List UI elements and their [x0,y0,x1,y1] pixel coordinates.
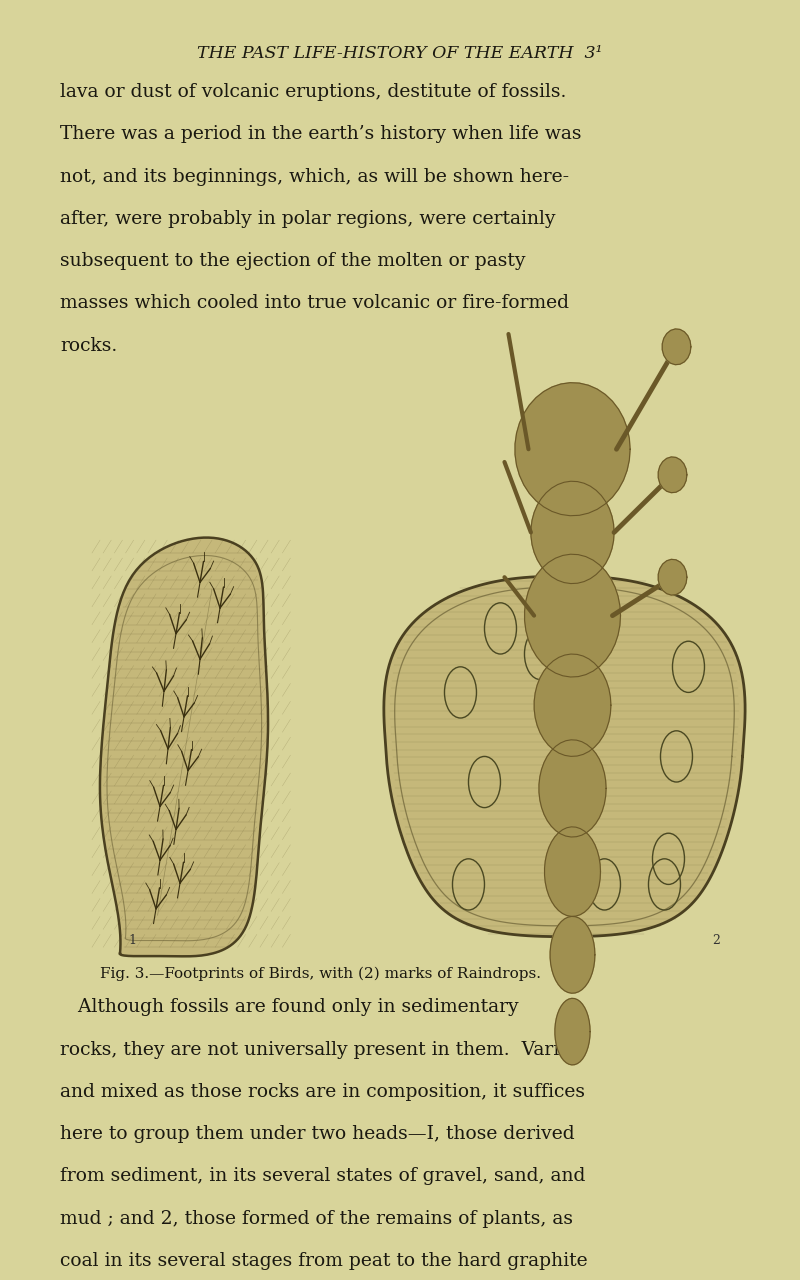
Text: here to group them under two heads—I, those derived: here to group them under two heads—I, th… [60,1125,574,1143]
Text: THE PAST LIFE-HISTORY OF THE EARTH  3¹: THE PAST LIFE-HISTORY OF THE EARTH 3¹ [198,45,602,61]
Text: mud ; and 2, those formed of the remains of plants, as: mud ; and 2, those formed of the remains… [60,1210,573,1228]
Text: after, were probably in polar regions, were certainly: after, were probably in polar regions, w… [60,210,555,228]
Text: not, and its beginnings, which, as will be shown here-: not, and its beginnings, which, as will … [60,168,569,186]
Polygon shape [658,457,687,493]
Polygon shape [100,538,268,956]
Text: lava or dust of volcanic eruptions, destitute of fossils.: lava or dust of volcanic eruptions, dest… [60,83,566,101]
Polygon shape [525,554,621,677]
Polygon shape [384,576,745,937]
Text: coal in its several stages from peat to the hard graphite: coal in its several stages from peat to … [60,1252,588,1270]
Polygon shape [531,481,614,584]
Text: masses which cooled into true volcanic or fire-formed: masses which cooled into true volcanic o… [60,294,569,312]
Text: Fig. 3.—Footprints of Birds, with (2) marks of Raindrops.: Fig. 3.—Footprints of Birds, with (2) ma… [100,966,541,980]
Text: rocks.: rocks. [60,337,118,355]
Text: Although fossils are found only in sedimentary: Although fossils are found only in sedim… [60,998,518,1016]
Polygon shape [515,383,630,516]
Text: rocks, they are not universally present in them.  Varied: rocks, they are not universally present … [60,1041,582,1059]
Text: 1: 1 [128,934,136,947]
Polygon shape [555,998,590,1065]
Polygon shape [658,559,687,595]
Text: and mixed as those rocks are in composition, it suffices: and mixed as those rocks are in composit… [60,1083,585,1101]
Polygon shape [545,827,601,916]
Text: from sediment, in its several states of gravel, sand, and: from sediment, in its several states of … [60,1167,586,1185]
Polygon shape [550,916,595,993]
Polygon shape [539,740,606,837]
Text: There was a period in the earth’s history when life was: There was a period in the earth’s histor… [60,125,582,143]
Polygon shape [662,329,691,365]
Text: subsequent to the ejection of the molten or pasty: subsequent to the ejection of the molten… [60,252,526,270]
Polygon shape [534,654,611,756]
Text: 2: 2 [712,934,720,947]
